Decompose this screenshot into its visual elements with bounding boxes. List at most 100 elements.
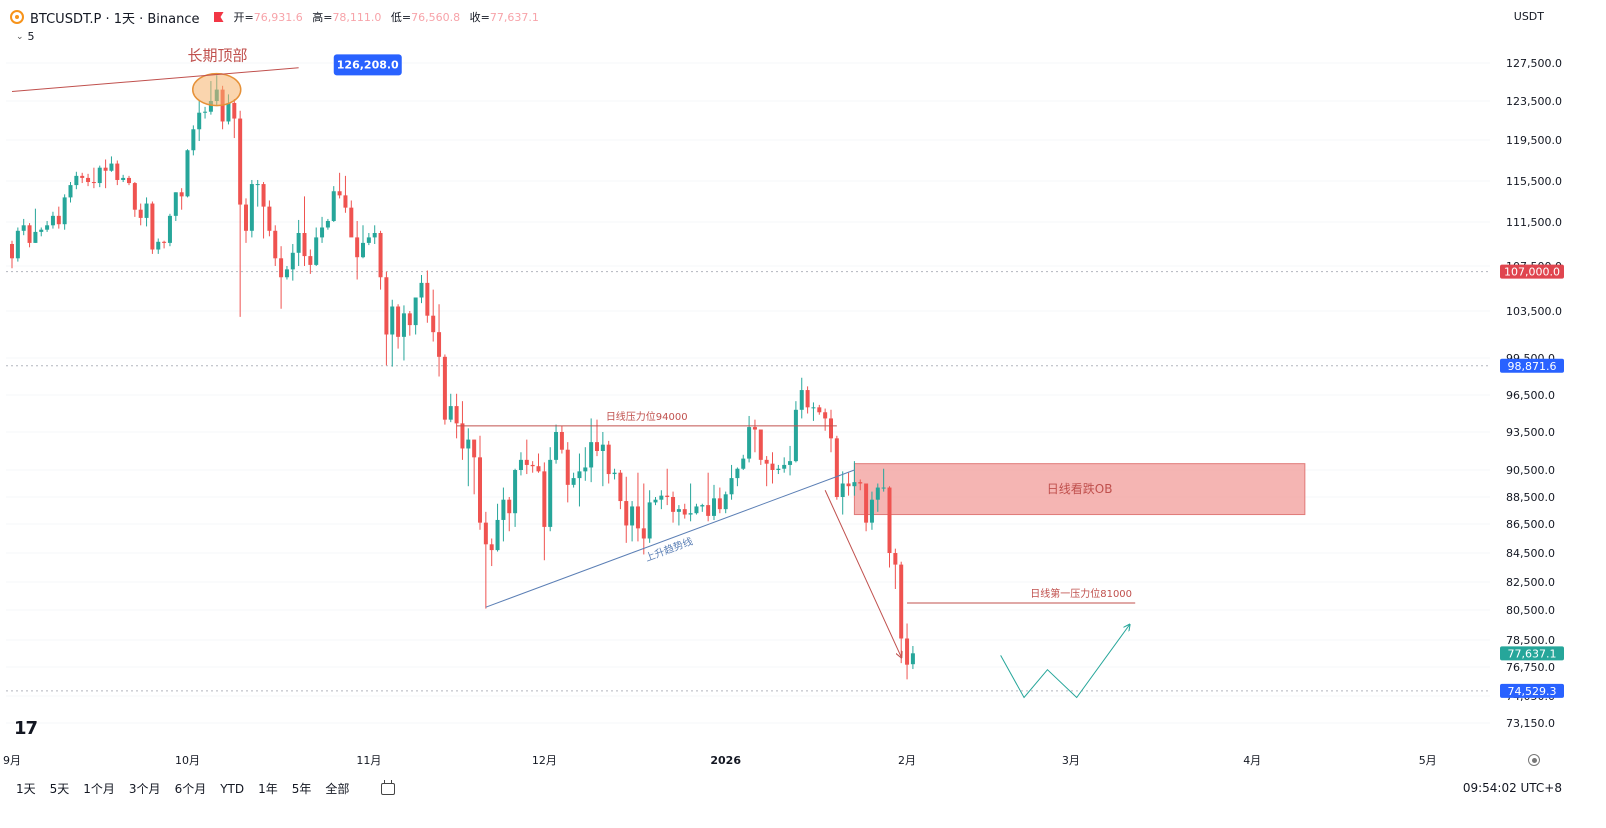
projection-path[interactable] [1000,625,1130,699]
down-arrow[interactable] [824,490,901,657]
indicator-count: 5 [27,30,35,43]
candle-body [887,487,892,553]
candle-body [811,407,816,409]
candle-body [320,227,325,238]
candle-body [747,427,752,459]
candle-body [413,297,418,326]
price-tick-label: 88,500.0 [1506,491,1555,504]
candle-body [255,184,260,186]
candle-body [314,237,319,265]
candle-body [284,269,289,278]
candle-body [80,175,85,178]
currency-label[interactable]: USDT [1513,10,1544,23]
candle-body [279,258,284,278]
candle-body [682,509,687,515]
time-axis[interactable]: 9月 10月 11月 12月 2026 2月 3月 4月 5月 [3,754,1437,767]
candle-body [507,499,512,514]
candle-body [858,482,863,484]
candle-body [431,315,436,333]
flag-icon[interactable] [213,12,224,22]
ob-zone-label: 日线看跌OB [1047,481,1113,496]
price-tick-label: 111,500.0 [1506,216,1562,229]
annotations[interactable]: 长期顶部126,208.0日线压力位94000上升趋势线日线看跌OB日线第一压力… [11,46,1136,699]
candle-body [712,498,716,516]
chart-header: BTCUSDT.P · 1天 · Binance 开=76,931.6 高=78… [10,6,545,28]
ohlc-close-label: 收= [469,11,490,24]
range-all-button[interactable]: 全部 [325,782,350,796]
candle-body [150,203,155,250]
time-tick-label: 11月 [356,754,381,767]
tradingview-logo[interactable]: 17 [14,718,38,739]
price-tick-label: 84,500.0 [1506,547,1555,560]
candle-body [741,458,746,469]
candle-body [302,233,307,257]
candle-body [448,406,453,420]
ohlc-open-label: 开= [233,11,254,24]
range-1y-button[interactable]: 1年 [258,782,278,796]
price-axis[interactable]: 127,500.0 123,500.0 119,500.0 115,500.0 111,… [1500,57,1564,730]
calendar-icon[interactable] [381,779,396,795]
top-marker-ellipse[interactable] [192,72,242,107]
candle-body [694,506,699,514]
time-tick-label: 10月 [175,754,200,767]
clock[interactable]: 09:54:02 UTC+8 [1462,781,1562,795]
bearish-ob-zone[interactable] [853,463,1306,516]
candle-body [86,177,91,183]
annotation-zones [853,463,1306,516]
price-tick-label: 86,500.0 [1506,518,1555,531]
price-tick-label: 119,500.0 [1506,134,1562,147]
bitcoin-icon [10,10,24,24]
candle-body [606,444,611,475]
price-badge[interactable] [1500,683,1564,698]
candle-body [875,487,880,500]
candle-body [583,467,588,472]
price-badge[interactable] [1500,358,1564,373]
symbol-title[interactable]: BTCUSDT.P · 1天 · Binance [30,11,200,27]
candle-body [185,150,190,197]
candle-body [542,471,547,527]
candle-body [829,418,833,439]
range-1m-button[interactable]: 1个月 [83,782,115,796]
price-badge[interactable] [1500,264,1564,279]
candle-body [472,439,477,458]
settings-icon[interactable] [1528,754,1540,766]
candle-body [846,483,851,487]
candle-body [612,472,617,475]
time-tick-label: 3月 [1062,754,1080,767]
annotation-text[interactable]: 长期顶部 [188,46,248,64]
candle-body [799,390,804,410]
candle-body [548,459,553,527]
price-badge[interactable] [1500,646,1564,661]
top-trend-line[interactable] [11,67,299,92]
candle-body [308,256,313,265]
candle-body [659,495,664,500]
price-callout-text: 126,208.0 [337,58,399,71]
range-3m-button[interactable]: 3个月 [128,782,161,796]
candle-body [729,478,734,495]
chevron-down-icon[interactable]: ⌄ [16,31,24,42]
candle-body [50,215,55,226]
range-5d-button[interactable]: 5天 [49,782,70,796]
candle-body [454,406,459,424]
price-tick-label: 103,500.0 [1506,305,1562,318]
range-toolbar: 1天 5天 1个月 3个月 6个月 YTD 1年 5年 全部 [16,779,396,797]
ohlc-low-label: 低= [390,11,412,24]
candle-body [565,449,570,485]
range-5y-button[interactable]: 5年 [291,782,312,796]
uptrend-line[interactable] [485,469,855,608]
range-ytd-button[interactable]: YTD [220,781,245,796]
price-tick-label: 76,750.0 [1506,661,1555,674]
range-1d-button[interactable]: 1天 [16,782,36,796]
range-6m-button[interactable]: 6个月 [174,782,207,796]
candle-body [893,553,898,565]
candle-body [419,282,424,298]
candle-body [91,182,96,184]
candle-body [62,197,67,225]
candle-body [366,237,371,243]
indicator-toggle[interactable]: ⌄ 5 [16,30,35,43]
candle-body [758,429,763,460]
price-callout-box[interactable] [333,54,402,76]
candle-body [478,457,482,523]
price-tick-label: 90,500.0 [1506,464,1555,477]
